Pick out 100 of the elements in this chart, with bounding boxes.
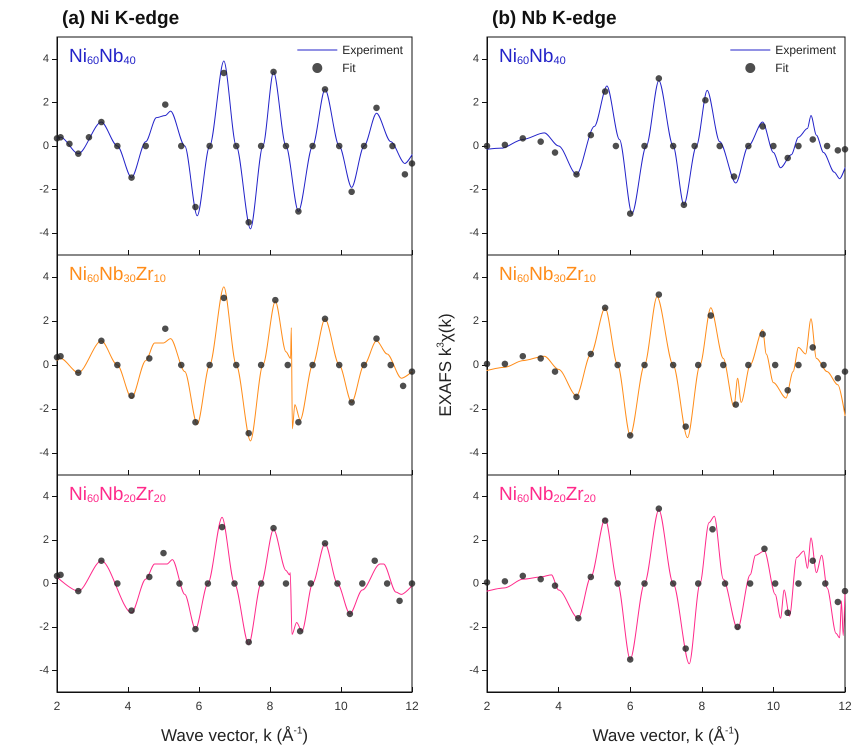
point xyxy=(295,208,302,215)
point xyxy=(245,430,252,436)
point xyxy=(86,134,92,141)
point xyxy=(309,142,316,150)
x-tick-label: 6 xyxy=(196,699,203,713)
y-tick-label: 4 xyxy=(472,490,479,503)
point xyxy=(336,142,342,150)
point xyxy=(772,580,778,587)
annotation: Ni60Nb40 xyxy=(499,46,566,67)
point xyxy=(192,418,199,426)
point xyxy=(537,138,544,145)
point xyxy=(708,312,714,319)
point xyxy=(745,142,752,150)
y-tick-label: 2 xyxy=(42,534,49,546)
y-tick-label: -2 xyxy=(39,403,49,415)
point xyxy=(614,580,621,587)
y-tick-label: -4 xyxy=(469,227,479,240)
point xyxy=(387,362,394,368)
point xyxy=(842,146,848,153)
point xyxy=(128,174,135,181)
legend-label: Experiment xyxy=(342,43,404,57)
point xyxy=(75,369,82,376)
point xyxy=(408,160,416,167)
x-tick-label: 6 xyxy=(626,699,634,713)
point xyxy=(656,75,662,82)
y-tick-label: 0 xyxy=(472,140,479,152)
point xyxy=(114,142,121,150)
point xyxy=(258,362,264,368)
point xyxy=(502,142,508,148)
y-tick-label: 2 xyxy=(472,315,479,327)
point xyxy=(575,614,582,622)
point xyxy=(408,580,416,587)
point xyxy=(502,578,508,585)
point xyxy=(730,173,738,180)
point xyxy=(732,401,740,408)
point xyxy=(373,335,380,342)
point xyxy=(834,147,842,154)
point xyxy=(745,362,752,368)
point xyxy=(552,368,558,375)
point xyxy=(720,362,727,368)
point xyxy=(396,598,403,604)
point xyxy=(691,142,698,150)
point xyxy=(218,524,226,530)
point xyxy=(656,505,662,512)
legend-label: Fit xyxy=(775,61,790,75)
point xyxy=(746,580,754,587)
point xyxy=(694,362,702,368)
y-tick-label: 2 xyxy=(472,534,479,546)
point xyxy=(75,588,82,594)
point xyxy=(272,296,279,304)
y-tick-label: 0 xyxy=(472,578,479,590)
point xyxy=(128,607,135,614)
point xyxy=(552,582,558,589)
chart-title: (a) Ni K-edge xyxy=(62,8,180,29)
point xyxy=(784,387,791,394)
point xyxy=(233,362,240,368)
point xyxy=(612,142,620,150)
y-tick-label: -2 xyxy=(39,184,49,196)
point xyxy=(146,355,153,362)
annotation: Ni60Nb40 xyxy=(69,46,136,67)
point xyxy=(160,550,167,556)
point xyxy=(820,362,827,368)
point xyxy=(192,626,199,632)
point xyxy=(245,638,252,646)
point xyxy=(206,142,213,150)
point xyxy=(282,142,290,150)
x-tick-label: 4 xyxy=(555,699,562,713)
point xyxy=(626,656,634,663)
chart-title: (b) Nb K-edge xyxy=(492,8,617,29)
y-axis-title: EXAFS k3χ(k) xyxy=(436,313,455,417)
point xyxy=(75,150,82,157)
y-tick-label: -2 xyxy=(469,184,479,196)
point xyxy=(308,580,314,587)
y-tick-label: -4 xyxy=(39,664,49,676)
point xyxy=(626,210,634,217)
x-tick-label: 2 xyxy=(54,699,61,713)
y-tick-label: -4 xyxy=(39,227,49,240)
x-tick-label: 10 xyxy=(766,699,780,713)
point xyxy=(142,142,149,150)
point xyxy=(810,557,816,564)
point xyxy=(484,360,490,368)
point xyxy=(702,96,709,104)
point xyxy=(682,645,689,652)
point xyxy=(602,88,608,95)
point xyxy=(336,362,342,368)
point xyxy=(641,142,648,150)
point xyxy=(360,362,368,368)
point xyxy=(245,219,252,226)
point xyxy=(373,104,380,112)
point xyxy=(284,362,291,368)
point xyxy=(98,557,105,564)
point xyxy=(178,142,184,150)
point xyxy=(709,526,716,532)
point xyxy=(258,142,264,150)
point xyxy=(220,294,228,302)
point xyxy=(537,576,544,582)
x-tick-label: 4 xyxy=(124,699,132,713)
point xyxy=(810,136,816,143)
point xyxy=(309,362,316,368)
point xyxy=(114,580,121,587)
